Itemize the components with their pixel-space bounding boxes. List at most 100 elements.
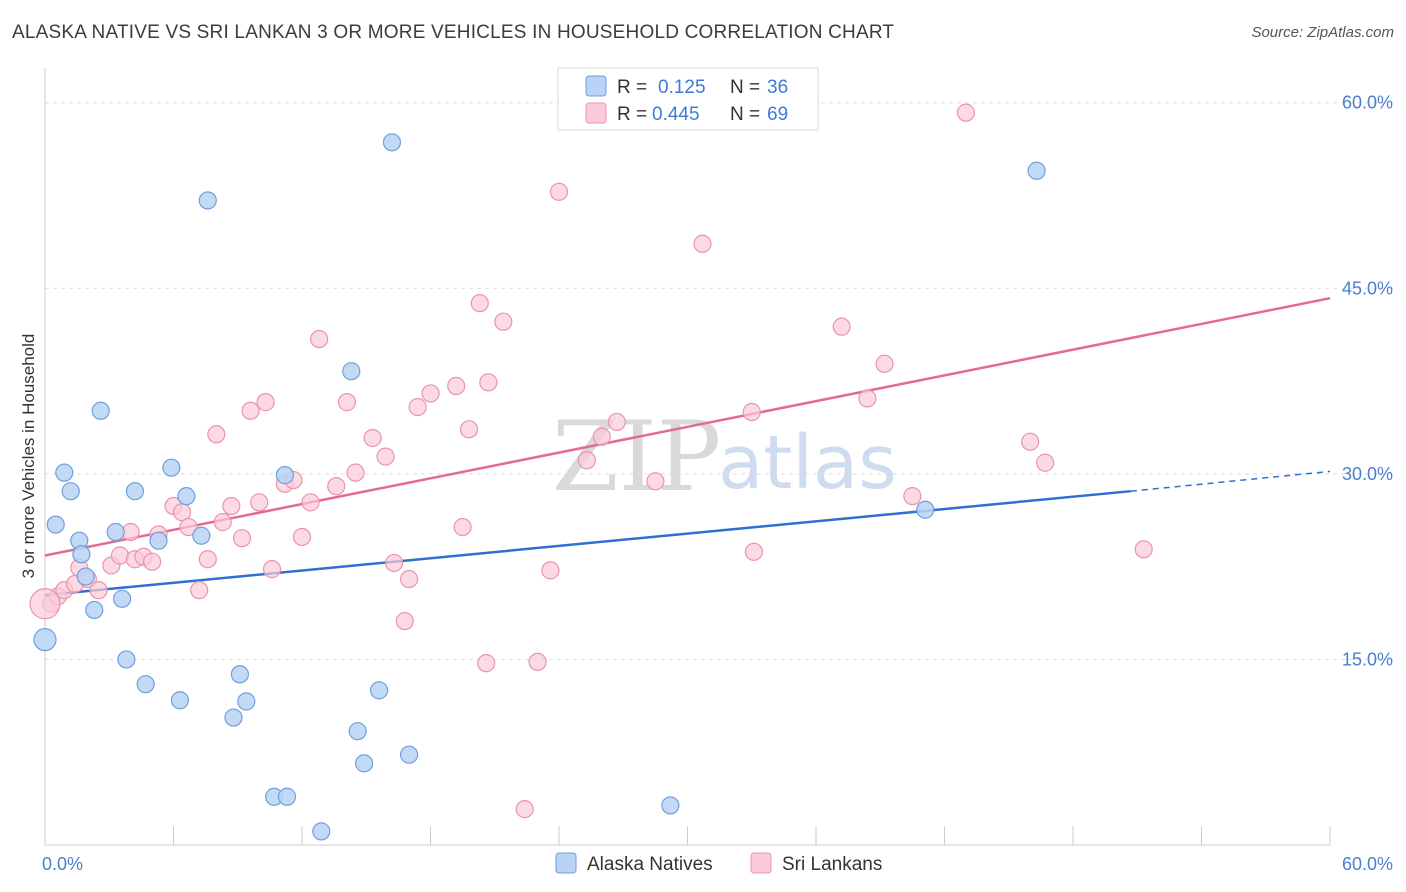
srilankan-point: [903, 487, 922, 506]
srilankan-point: [250, 493, 269, 512]
alaska-point: [112, 589, 132, 608]
chart-title: ALASKA NATIVE VS SRI LANKAN 3 OR MORE VE…: [12, 22, 895, 43]
legend-swatch-alaska: [585, 75, 607, 97]
srilankan-point: [479, 373, 498, 392]
alaska-point: [76, 567, 95, 586]
bottom-legend-srilankan: Sri Lankans: [782, 854, 882, 875]
bottom-legend-swatch-alaska: [555, 852, 577, 874]
srilankan-point: [1021, 432, 1040, 451]
alaska-point: [125, 482, 145, 501]
srilankan-point: [470, 294, 489, 313]
srilankan-point: [89, 581, 108, 600]
alaska-point: [355, 754, 374, 773]
srilankan-point: [646, 472, 665, 491]
srilankan-point: [1134, 540, 1153, 559]
srilankan-regression-line: [44, 296, 1331, 557]
srilankan-point: [363, 428, 382, 448]
alaska-point: [117, 650, 136, 669]
legend-r-label-1: R =: [617, 77, 647, 98]
alaska-point: [661, 796, 680, 815]
legend-r-label-2: R =: [617, 104, 647, 125]
legend-n-label-1: N =: [730, 77, 760, 98]
alaska-point: [72, 545, 91, 564]
watermark-atlas: atlas: [718, 420, 897, 506]
y-tick-label: 45.0%: [1342, 278, 1393, 298]
srilankan-point: [198, 550, 217, 569]
srilankan-point: [742, 402, 761, 422]
y-axis-label: 3 or more Vehicles in Household: [19, 334, 38, 579]
srilankan-point: [292, 527, 312, 547]
srilankan-point: [399, 569, 419, 589]
srilankan-point: [956, 103, 976, 122]
alaska-point: [399, 745, 419, 764]
srilankan-point: [541, 561, 560, 580]
srilankan-point: [421, 384, 440, 403]
x-tick-label-min: 0.0%: [42, 854, 83, 874]
srilankan-point: [346, 463, 365, 482]
alaska-regression-line: [44, 489, 1131, 597]
bottom-legend: Alaska Natives Sri Lankans: [555, 852, 882, 875]
srilankan-point: [395, 611, 414, 631]
alaska-point: [342, 362, 361, 381]
bottom-legend-alaska: Alaska Natives: [587, 854, 713, 875]
alaska-point: [916, 500, 935, 519]
srilankan-point: [337, 393, 357, 412]
srilankan-point: [577, 451, 596, 470]
alaska-point: [170, 691, 190, 710]
srilankan-point: [256, 393, 275, 412]
legend-swatch-srilankan: [585, 102, 607, 124]
y-tick-label: 60.0%: [1342, 93, 1393, 113]
alaska-point: [85, 600, 104, 620]
srilankan-point: [213, 513, 232, 532]
srilankan-point: [190, 581, 209, 600]
srilankan-point: [232, 529, 252, 548]
srilankan-point: [607, 412, 626, 432]
srilankan-point: [528, 652, 547, 672]
srilankan-point: [858, 389, 877, 408]
srilankan-point: [875, 354, 894, 373]
srilankan-point: [327, 477, 346, 496]
srilankan-point: [549, 182, 569, 201]
alaska-point: [55, 463, 74, 482]
srilankan-point: [110, 546, 130, 565]
srilankan-point: [384, 553, 404, 573]
srilankan-point: [179, 517, 198, 537]
alaska-point: [61, 482, 80, 501]
srilankan-point: [262, 560, 282, 579]
srilankan-point: [222, 496, 241, 516]
source-label: Source: ZipAtlas.com: [1251, 24, 1394, 41]
srilankan-point: [515, 800, 534, 819]
alaska-point: [91, 401, 110, 420]
alaska-point: [1027, 161, 1046, 180]
alaska-point: [177, 487, 196, 506]
alaska-point: [192, 526, 211, 545]
alaska-point: [198, 191, 217, 210]
tick-labels: 15.0% 30.0% 45.0% 60.0% 0.0% 60.0%: [42, 93, 1393, 874]
srilankan-point: [453, 517, 472, 537]
srilankan-point: [693, 234, 712, 253]
y-tick-label: 15.0%: [1342, 649, 1393, 669]
alaska-native-points: [33, 133, 1046, 841]
axes: [44, 68, 1331, 846]
alaska-point: [162, 458, 181, 477]
srilankan-point: [29, 588, 61, 620]
sri-lankan-points: [29, 103, 1153, 819]
alaska-point: [106, 522, 125, 542]
y-tick-label: 30.0%: [1342, 464, 1393, 484]
alaska-point: [348, 722, 367, 741]
srilankan-point: [207, 425, 226, 444]
alaska-point: [230, 665, 249, 684]
srilankan-point: [447, 376, 466, 396]
watermark-zip: ZIP: [552, 401, 721, 513]
legend-n-value-1: 36: [767, 77, 788, 98]
alaska-point: [312, 822, 331, 841]
srilankan-point: [832, 317, 851, 336]
legend-r-value-1: 0.125: [658, 77, 706, 98]
srilankan-point: [1036, 453, 1055, 472]
bottom-legend-swatch-srilankan: [750, 852, 772, 874]
srilankan-point: [459, 420, 479, 439]
alaska-point: [277, 787, 297, 806]
srilankan-point: [310, 329, 329, 349]
x-tick-label-max: 60.0%: [1342, 854, 1393, 874]
